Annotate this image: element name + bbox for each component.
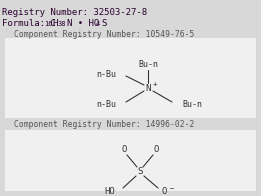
- Text: n-Bu: n-Bu: [96, 70, 116, 79]
- Text: Component Registry Number: 10549-76-5: Component Registry Number: 10549-76-5: [14, 30, 194, 39]
- FancyBboxPatch shape: [5, 130, 256, 191]
- Text: +: +: [153, 81, 157, 87]
- Text: O: O: [162, 188, 167, 196]
- Text: Bu-n: Bu-n: [182, 100, 202, 109]
- Text: 4: 4: [96, 21, 100, 27]
- Text: Component Registry Number: 14996-02-2: Component Registry Number: 14996-02-2: [14, 120, 194, 129]
- Text: O: O: [153, 144, 159, 153]
- Text: O: O: [121, 144, 127, 153]
- Text: 38: 38: [58, 21, 67, 27]
- Text: Registry Number: 32503-27-8: Registry Number: 32503-27-8: [2, 8, 147, 17]
- Text: −: −: [170, 186, 174, 192]
- Text: Formula: C: Formula: C: [2, 19, 56, 28]
- Text: n-Bu: n-Bu: [96, 100, 116, 109]
- Text: S: S: [137, 168, 143, 177]
- Text: Bu-n: Bu-n: [138, 60, 158, 68]
- Text: N: N: [145, 83, 151, 93]
- Text: HO: HO: [104, 188, 115, 196]
- Text: 16: 16: [44, 21, 52, 27]
- FancyBboxPatch shape: [5, 38, 256, 118]
- Text: H: H: [52, 19, 57, 28]
- Text: N • HO: N • HO: [67, 19, 99, 28]
- Text: S: S: [101, 19, 106, 28]
